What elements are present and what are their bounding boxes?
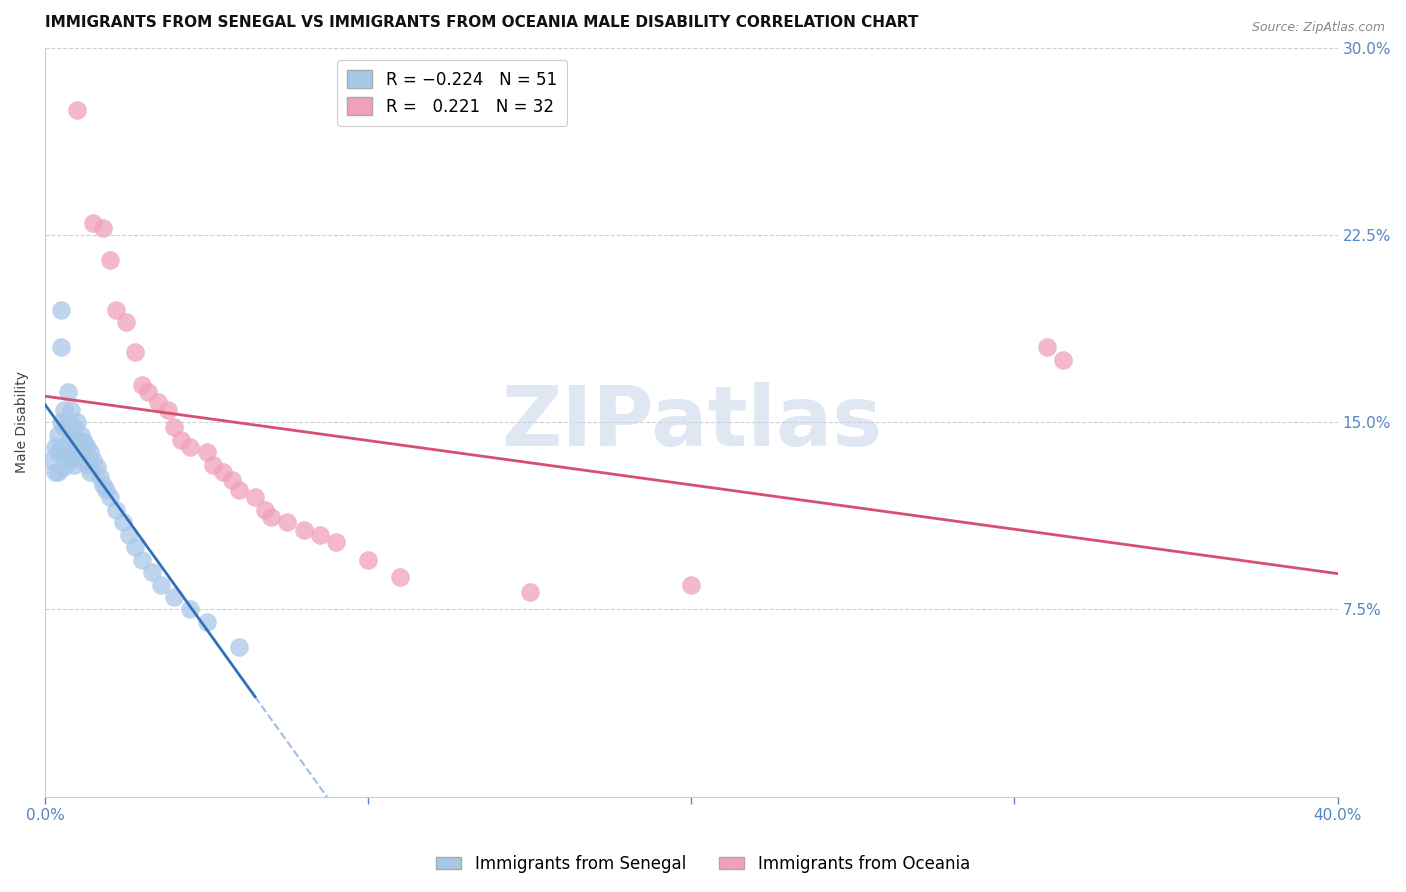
Point — [253, 502, 276, 516]
Point — [56, 420, 79, 434]
Point — [66, 433, 89, 447]
Point — [91, 477, 114, 491]
Point — [195, 615, 218, 629]
Point — [56, 450, 79, 465]
Point — [146, 395, 169, 409]
Point — [69, 427, 91, 442]
Point — [163, 420, 186, 434]
Point — [73, 435, 96, 450]
Point — [86, 460, 108, 475]
Point — [76, 458, 98, 472]
Point — [44, 465, 66, 479]
Point — [79, 465, 101, 479]
Point — [46, 465, 69, 479]
Text: ZIPatlas: ZIPatlas — [501, 382, 882, 463]
Point — [44, 440, 66, 454]
Y-axis label: Male Disability: Male Disability — [15, 371, 30, 474]
Point — [49, 415, 72, 429]
Point — [79, 445, 101, 459]
Point — [141, 565, 163, 579]
Point — [308, 527, 330, 541]
Point — [49, 340, 72, 354]
Point — [105, 502, 128, 516]
Point — [66, 450, 89, 465]
Point — [59, 452, 82, 467]
Point — [82, 216, 104, 230]
Point — [357, 552, 380, 566]
Point — [170, 433, 193, 447]
Point — [73, 452, 96, 467]
Point — [66, 103, 89, 118]
Point — [105, 302, 128, 317]
Point — [292, 523, 315, 537]
Point — [202, 458, 225, 472]
Point — [46, 445, 69, 459]
Point — [211, 465, 233, 479]
Point — [179, 440, 201, 454]
Point — [325, 535, 347, 549]
Point — [41, 452, 63, 467]
Point — [82, 452, 104, 467]
Point — [114, 315, 136, 329]
Point — [228, 640, 250, 654]
Point — [63, 420, 86, 434]
Point — [1036, 340, 1059, 354]
Point — [243, 490, 266, 504]
Point — [49, 302, 72, 317]
Point — [519, 585, 541, 599]
Point — [49, 440, 72, 454]
Point — [91, 220, 114, 235]
Point — [179, 602, 201, 616]
Text: Source: ZipAtlas.com: Source: ZipAtlas.com — [1251, 21, 1385, 34]
Point — [63, 458, 86, 472]
Point — [150, 577, 173, 591]
Point — [221, 473, 243, 487]
Point — [59, 427, 82, 442]
Point — [63, 440, 86, 454]
Text: IMMIGRANTS FROM SENEGAL VS IMMIGRANTS FROM OCEANIA MALE DISABILITY CORRELATION C: IMMIGRANTS FROM SENEGAL VS IMMIGRANTS FR… — [45, 15, 918, 30]
Point — [56, 385, 79, 400]
Point — [1052, 352, 1074, 367]
Point — [111, 515, 134, 529]
Point — [89, 470, 111, 484]
Point — [53, 402, 76, 417]
Point — [389, 570, 412, 584]
Point — [195, 445, 218, 459]
Point — [124, 345, 146, 359]
Point — [96, 483, 118, 497]
Point — [46, 427, 69, 442]
Point — [228, 483, 250, 497]
Point — [276, 515, 298, 529]
Point — [59, 402, 82, 417]
Point — [53, 460, 76, 475]
Point — [681, 577, 703, 591]
Point — [98, 490, 121, 504]
Point — [98, 252, 121, 267]
Point — [156, 402, 179, 417]
Point — [131, 552, 153, 566]
Point — [66, 415, 89, 429]
Legend: Immigrants from Senegal, Immigrants from Oceania: Immigrants from Senegal, Immigrants from… — [430, 848, 976, 880]
Point — [138, 385, 160, 400]
Point — [118, 527, 141, 541]
Point — [76, 440, 98, 454]
Point — [69, 445, 91, 459]
Point — [163, 590, 186, 604]
Legend: R = −0.224   N = 51, R =   0.221   N = 32: R = −0.224 N = 51, R = 0.221 N = 32 — [337, 60, 567, 126]
Point — [53, 420, 76, 434]
Point — [131, 377, 153, 392]
Point — [53, 445, 76, 459]
Point — [260, 510, 283, 524]
Point — [124, 540, 146, 554]
